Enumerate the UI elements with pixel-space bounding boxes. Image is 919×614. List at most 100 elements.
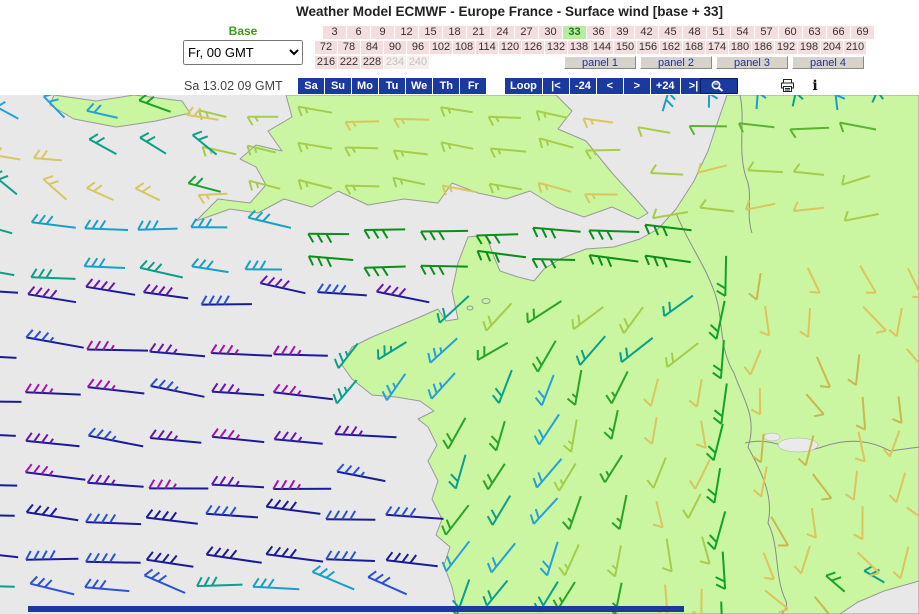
hour-cell-63[interactable]: 63 [803,26,826,39]
panel-button-2[interactable]: panel 2 [640,56,712,69]
wind-map-svg [0,95,919,614]
forecast-hour-grid: 3 6 9 12 15 18 21 24 27 30 33 36 39 42 45 48 51 54 57 60 63 6… [315,26,875,71]
minus-24h-button[interactable]: -24 [569,78,596,94]
channel-island [481,298,491,304]
hour-cell-51[interactable]: 51 [707,26,730,39]
hour-cell-45[interactable]: 45 [659,26,682,39]
hour-cell-15[interactable]: 15 [419,26,442,39]
hour-cell-6[interactable]: 6 [347,26,370,39]
current-datetime: Sa 13.02 09 GMT [184,79,283,93]
day-button-su[interactable]: Su [325,78,351,94]
hour-cell-168[interactable]: 168 [683,41,705,54]
time-toolbar: Sa 13.02 09 GMT Sa Su Mo Tu We Th Fr Loop |< -24… [0,78,919,95]
hour-cell-234: 234 [384,56,406,69]
ireland-land [49,95,191,128]
hour-cell-180[interactable]: 180 [729,41,751,54]
animation-controls: Loop |< -24 < > +24 >| [505,78,707,94]
day-button-fr[interactable]: Fr [460,78,487,94]
plus-24h-button[interactable]: +24 [650,78,680,94]
day-strip: Sa Su Mo Tu We Th Fr [298,78,487,94]
day-button-th[interactable]: Th [433,78,460,94]
hour-cell-69[interactable]: 69 [851,26,874,39]
hour-cell-174[interactable]: 174 [706,41,728,54]
magnifier-icon [711,80,724,92]
hour-cell-96[interactable]: 96 [407,41,429,54]
day-button-sa[interactable]: Sa [298,78,324,94]
hour-cell-30[interactable]: 30 [539,26,562,39]
hour-row-3: 216 222 228 234 240 panel 1 panel 2 panel 3 pane… [315,56,875,70]
panel-button-4[interactable]: panel 4 [792,56,864,69]
hour-cell-72[interactable]: 72 [315,41,337,54]
hour-cell-114[interactable]: 114 [476,41,498,54]
hour-cell-90[interactable]: 90 [384,41,406,54]
hour-cell-39[interactable]: 39 [611,26,634,39]
hour-cell-192[interactable]: 192 [775,41,797,54]
panel-button-1[interactable]: panel 1 [564,56,636,69]
hour-cell-108[interactable]: 108 [453,41,475,54]
britain-land [195,95,649,222]
hour-cell-27[interactable]: 27 [515,26,538,39]
day-button-tu[interactable]: Tu [379,78,405,94]
hour-cell-222[interactable]: 222 [338,56,360,69]
loop-button[interactable]: Loop [505,78,542,94]
channel-island [466,305,474,311]
hour-cell-120[interactable]: 120 [499,41,521,54]
hour-cell-21[interactable]: 21 [467,26,490,39]
hour-cell-42[interactable]: 42 [635,26,658,39]
hour-cell-54[interactable]: 54 [731,26,754,39]
country-border [739,95,753,234]
country-border [744,440,919,452]
day-button-we[interactable]: We [406,78,433,94]
zoom-button[interactable] [700,78,738,94]
hour-cell-132[interactable]: 132 [545,41,567,54]
print-icon[interactable] [778,78,796,94]
day-button-mo[interactable]: Mo [352,78,378,94]
hour-cell-210[interactable]: 210 [844,41,866,54]
next-step-button[interactable]: > [623,78,650,94]
weather-map[interactable] [0,95,919,614]
panel-button-3[interactable]: panel 3 [716,56,788,69]
hour-cell-228[interactable]: 228 [361,56,383,69]
med-sea-corner [839,580,919,614]
hour-cell-156[interactable]: 156 [637,41,659,54]
base-label: Base [228,24,258,38]
hour-cell-18[interactable]: 18 [443,26,466,39]
hour-cell-84[interactable]: 84 [361,41,383,54]
header: Weather Model ECMWF - Europe France - Su… [0,0,919,95]
prev-step-button[interactable]: < [596,78,623,94]
hour-cell-102[interactable]: 102 [430,41,452,54]
hour-cell-162[interactable]: 162 [660,41,682,54]
base-group: Base Fr, 00 GMT [183,24,303,65]
hour-cell-33[interactable]: 33 [563,26,586,39]
first-step-button[interactable]: |< [542,78,569,94]
country-border [675,212,787,614]
hour-row-1: 3 6 9 12 15 18 21 24 27 30 33 36 39 42 45 48 51 54 57 60 63 6… [323,26,875,40]
hour-cell-9[interactable]: 9 [371,26,394,39]
hour-cell-150[interactable]: 150 [614,41,636,54]
hour-cell-240: 240 [407,56,429,69]
alps-patch [777,437,819,453]
hour-cell-3[interactable]: 3 [323,26,346,39]
hour-cell-36[interactable]: 36 [587,26,610,39]
wind-barbs-layer [0,95,919,614]
page-title: Weather Model ECMWF - Europe France - Su… [296,4,723,19]
hour-cell-66[interactable]: 66 [827,26,850,39]
hour-cell-57[interactable]: 57 [755,26,778,39]
hour-cell-126[interactable]: 126 [522,41,544,54]
info-icon[interactable]: i [812,78,818,94]
hour-cell-12[interactable]: 12 [395,26,418,39]
hour-cell-24[interactable]: 24 [491,26,514,39]
hour-cell-186[interactable]: 186 [752,41,774,54]
bottom-bar [28,606,684,612]
hour-cell-48[interactable]: 48 [683,26,706,39]
panel-group: panel 1 panel 2 panel 3 panel 4 [564,56,868,74]
hour-cell-216[interactable]: 216 [315,56,337,69]
hour-cell-204[interactable]: 204 [821,41,843,54]
hour-cell-78[interactable]: 78 [338,41,360,54]
base-select[interactable]: Fr, 00 GMT [183,40,303,65]
hour-cell-138[interactable]: 138 [568,41,590,54]
alps-patch [763,432,781,442]
hour-cell-60[interactable]: 60 [779,26,802,39]
hour-cell-144[interactable]: 144 [591,41,613,54]
hour-cell-198[interactable]: 198 [798,41,820,54]
